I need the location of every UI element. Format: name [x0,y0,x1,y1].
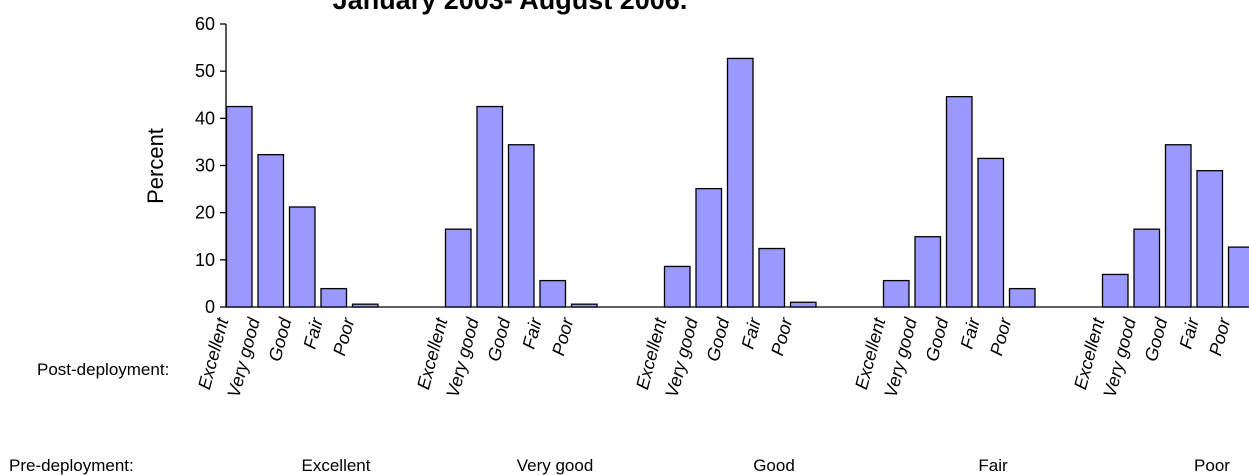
bar [663,265,691,308]
bar [882,279,910,308]
bar [288,206,316,308]
post-deployment-category-label: Poor [986,315,1015,358]
bar [444,228,472,308]
bar [1101,273,1129,308]
bars [225,57,1249,308]
bar [257,154,285,308]
bar [1196,170,1224,308]
pre-deployment-group-label: Fair [978,456,1008,475]
post-deployment-label: Post-deployment: [37,360,169,379]
bar [726,57,754,308]
bar [789,301,817,308]
chart-title: January 2003- August 2006. [333,0,688,15]
post-deployment-category-label: Fair [519,315,547,351]
bar [1133,228,1161,308]
y-tick-label: 10 [195,250,215,270]
y-axis-label: Percent [143,128,168,204]
pre-deployment-group-label: Good [753,456,795,475]
bar [945,95,973,308]
bar [320,287,348,308]
bar [351,303,379,308]
y-tick-label: 0 [205,297,215,317]
post-deployment-category-label: Good [1141,315,1172,364]
bar [695,187,723,308]
bar [225,105,253,308]
bar [570,303,598,308]
bar [1227,246,1249,308]
bar [1008,287,1036,308]
bar [476,105,504,308]
y-tick-label: 30 [195,156,215,176]
post-deployment-category-label: Poor [548,315,577,358]
post-deployment-category-label: Fair [300,315,328,351]
bar [977,157,1005,308]
pre-deployment-label: Pre-deployment: [9,456,134,475]
post-deployment-category-label: Fair [738,315,766,351]
bar [758,247,786,308]
pre-deployment-group-label: Very good [517,456,594,475]
post-deployment-category-label: Fair [957,315,985,351]
y-tick-label: 60 [195,14,215,34]
post-deployment-category-label: Poor [767,315,796,358]
bar [539,279,567,308]
pre-deployment-group-label: Poor [1194,456,1230,475]
bar [507,144,535,308]
post-deployment-category-label: Good [265,315,296,364]
y-tick-label: 20 [195,203,215,223]
post-deployment-category-label: Good [484,315,515,364]
post-deployment-category-label: Poor [329,315,358,358]
axes: 0 10 20 30 40 50 60 [195,14,1247,317]
post-deployment-category-label: Good [703,315,734,364]
post-deployment-category-label: Good [922,315,953,364]
bar [1164,144,1192,308]
y-tick-label: 40 [195,108,215,128]
post-deployment-category-label: Fair [1176,315,1204,351]
pre-deployment-group-label: Excellent [302,456,371,475]
y-tick-label: 50 [195,61,215,81]
bar [914,236,942,308]
post-deployment-category-label: Poor [1205,315,1234,358]
